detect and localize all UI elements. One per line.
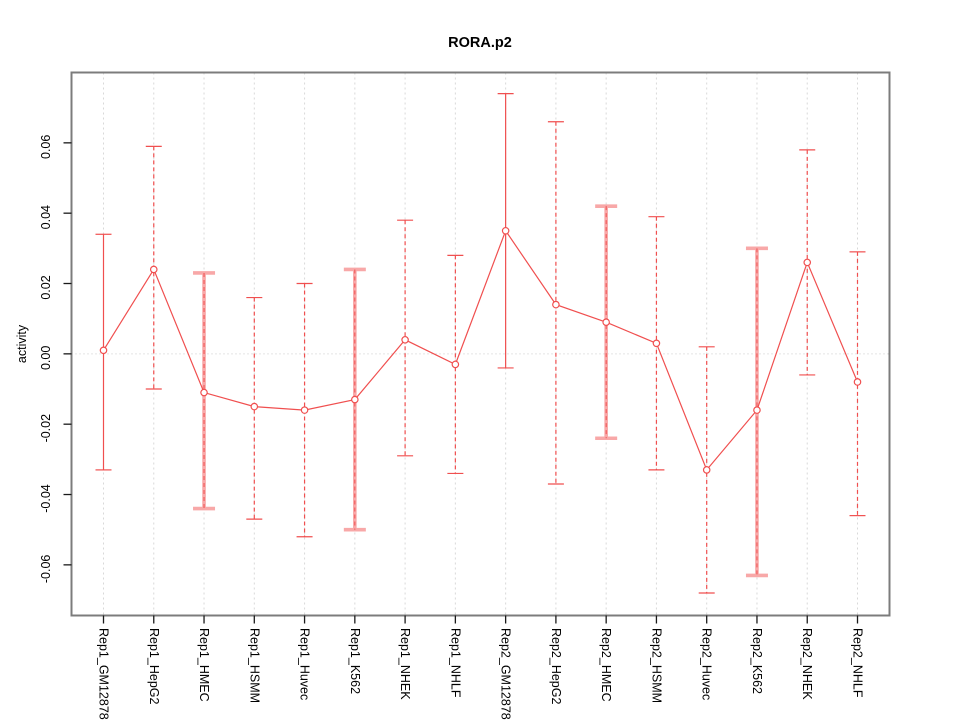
x-category-label: Rep2_K562	[750, 628, 764, 694]
y-tick-label: 0.00	[39, 346, 53, 370]
series-line	[102, 229, 859, 472]
x-category-label: Rep1_HSMM	[247, 628, 261, 703]
data-point	[99, 346, 108, 355]
data-point	[652, 339, 661, 348]
y-tick-label: 0.04	[39, 205, 53, 229]
error-bars	[95, 93, 866, 594]
x-category-label: Rep2_Huvec	[700, 628, 714, 700]
data-point	[351, 395, 359, 404]
plot-area: -0.06 -0.04 -0.02 0.00 0.02 0.04 0.06 Rep1_GM12…	[39, 71, 891, 720]
data-point	[149, 265, 158, 274]
x-category-label: Rep2_HSMM	[649, 628, 663, 703]
y-tick-label: -0.02	[39, 414, 53, 443]
data-point	[250, 402, 259, 411]
data-point	[803, 258, 812, 267]
y-tick-label: -0.04	[39, 484, 53, 513]
y-axis-label: activity	[15, 324, 29, 363]
data-points	[99, 226, 862, 474]
x-category-label: Rep1_HMEC	[197, 628, 211, 702]
y-tick-label: 0.06	[39, 135, 53, 159]
data-point	[200, 388, 208, 397]
data-point	[501, 226, 510, 235]
y-tick-label: 0.02	[39, 275, 53, 299]
data-point	[451, 360, 460, 369]
x-category-label: Rep2_NHLF	[851, 628, 865, 698]
gridlines	[103, 72, 858, 616]
x-category-label: Rep2_NHEK	[800, 628, 814, 700]
data-point	[401, 335, 409, 344]
x-category-label: Rep2_HMEC	[599, 628, 613, 702]
data-point	[753, 406, 761, 414]
x-category-label: Rep2_GM12878	[499, 628, 513, 720]
data-point	[602, 318, 610, 326]
x-category-label: Rep1_NHLF	[448, 628, 462, 698]
y-tick-label: -0.06	[39, 555, 53, 584]
plot-border	[70, 71, 891, 617]
x-category-label: Rep1_K562	[348, 628, 362, 694]
chart-title: RORA.p2	[448, 35, 512, 51]
x-category-label: Rep1_GM12878	[97, 628, 111, 720]
x-category-label: Rep2_HepG2	[549, 628, 563, 704]
x-category-label: Rep1_HepG2	[147, 628, 161, 704]
x-category-label: Rep1_NHEK	[398, 628, 412, 700]
data-point	[702, 466, 711, 474]
data-point	[853, 378, 862, 386]
data-point	[300, 406, 309, 414]
x-category-label: Rep1_Huvec	[298, 628, 312, 700]
data-point	[552, 300, 560, 309]
axes: -0.06 -0.04 -0.02 0.00 0.02 0.04 0.06 Rep1_GM12…	[39, 135, 865, 720]
